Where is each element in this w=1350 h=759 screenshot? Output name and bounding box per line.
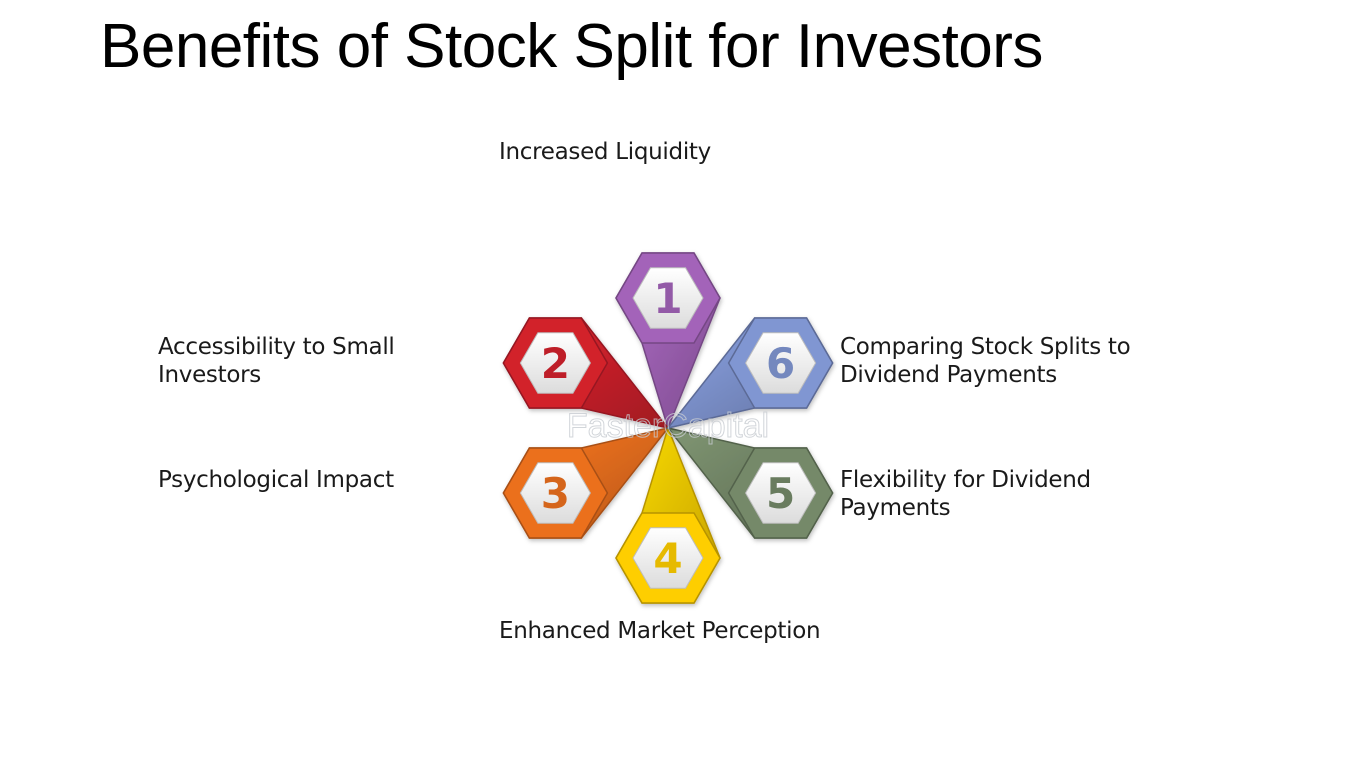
benefit-label-3: Psychological Impact [158, 467, 394, 493]
petal-3 [502, 426, 670, 539]
petal-number-6: 6 [766, 339, 795, 388]
benefit-label-1: Increased Liquidity [499, 139, 711, 165]
petal-number-4: 4 [653, 534, 682, 583]
petal-number-3: 3 [541, 469, 570, 518]
benefit-label-6: Comparing Stock Splits to Dividend Payme… [840, 334, 1131, 388]
benefit-label-4: Enhanced Market Perception [499, 618, 821, 644]
petal-number-2: 2 [541, 339, 570, 388]
number-badge-1 [632, 267, 704, 329]
watermark-logo: FasterCapital [567, 407, 769, 445]
number-badge-5 [745, 462, 817, 524]
number-badge-6 [745, 332, 817, 394]
number-badge-4 [632, 527, 704, 589]
benefit-label-2: Accessibility to Small Investors [158, 334, 395, 388]
petal-1 [615, 252, 721, 431]
number-badge-2 [519, 332, 591, 394]
petal-5 [666, 426, 834, 539]
benefit-label-5: Flexibility for Dividend Payments [840, 467, 1091, 521]
petal-4 [615, 425, 721, 604]
petal-number-1: 1 [653, 274, 682, 323]
number-badge-3 [519, 462, 591, 524]
petal-layer: 1 2 3 4 5 6 [502, 252, 834, 604]
slide-title: Benefits of Stock Split for Investors [100, 12, 1043, 81]
petal-2 [502, 317, 670, 430]
petal-number-5: 5 [766, 469, 795, 518]
petal-6 [666, 317, 834, 430]
